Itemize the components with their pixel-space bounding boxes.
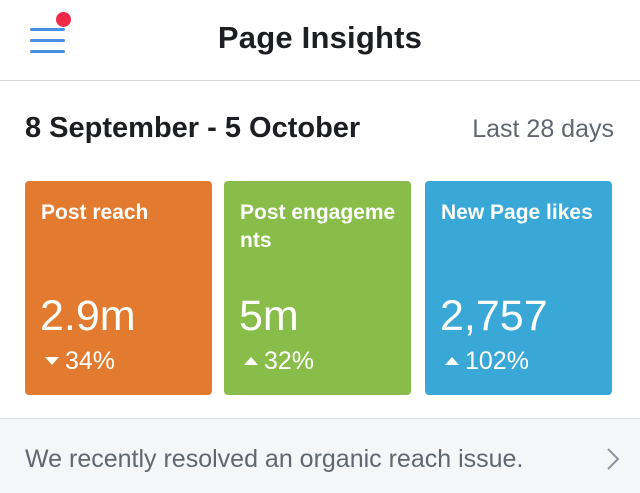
card-change: 102% [445, 347, 529, 375]
notification-dot-icon [56, 12, 71, 27]
card-value: 2.9m [40, 292, 136, 340]
date-range: 8 September - 5 October [25, 112, 361, 144]
post-engagements-card[interactable]: Post engagements 5m 32% [224, 181, 411, 395]
triangle-up-icon [244, 357, 258, 365]
new-page-likes-card[interactable]: New Page likes 2,757 102% [425, 181, 612, 395]
card-value: 2,757 [440, 292, 548, 340]
page-title: Page Insights [217, 20, 423, 55]
hamburger-menu-icon-bar [30, 39, 65, 42]
date-range-row: 8 September - 5 October Last 28 days [0, 108, 640, 152]
card-change: 34% [45, 347, 115, 375]
notice-text: We recently resolved an organic reach is… [25, 445, 524, 473]
triangle-down-icon [45, 357, 59, 365]
organic-reach-notice[interactable]: We recently resolved an organic reach is… [0, 418, 640, 493]
card-label: New Page likes [441, 201, 593, 224]
card-value: 5m [239, 292, 299, 340]
change-percent: 102% [465, 347, 529, 375]
card-label: Post reach [41, 201, 149, 224]
card-label: Post engagements [240, 201, 396, 252]
app-header: Page Insights [0, 0, 640, 81]
hamburger-menu-icon [30, 28, 65, 31]
change-percent: 32% [264, 347, 315, 375]
change-percent: 34% [65, 347, 116, 375]
hamburger-menu-icon-bar [30, 50, 65, 53]
metric-cards: Post reach 2.9m 34% Post engagements 5m … [25, 181, 615, 395]
chevron-right-icon [607, 448, 620, 470]
post-reach-card[interactable]: Post reach 2.9m 34% [25, 181, 212, 395]
period-selector[interactable]: Last 28 days [472, 115, 614, 143]
card-change: 32% [244, 347, 314, 375]
menu-button[interactable] [28, 12, 72, 58]
triangle-up-icon [445, 357, 459, 365]
